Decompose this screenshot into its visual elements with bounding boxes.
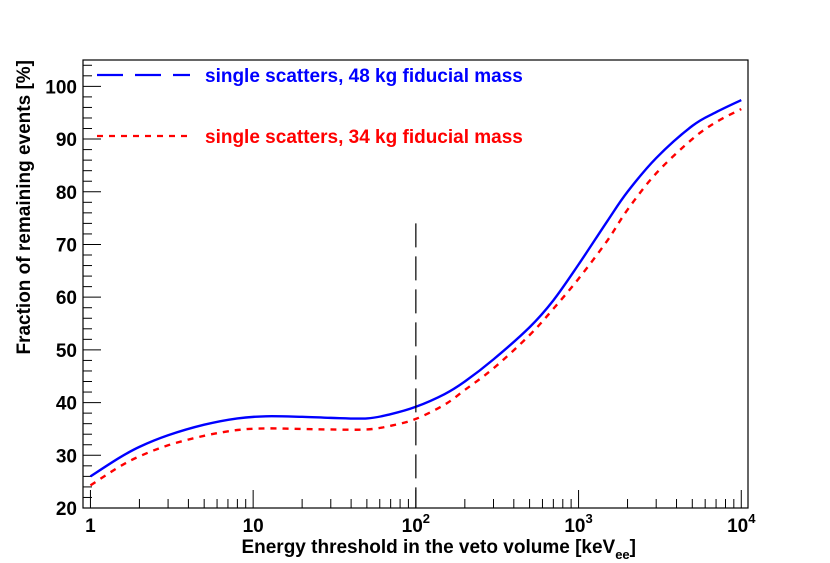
y-tick-label: 40	[56, 394, 77, 415]
x-tick-label-base: 10	[243, 516, 264, 537]
x-tick-label-base: 10	[402, 516, 423, 537]
y-tick-label: 70	[56, 235, 77, 256]
x-tick-label-base: 10	[727, 516, 748, 537]
legend: single scatters, 48 kg fiducial mass sin…	[97, 66, 523, 148]
x-tick-label: 10	[243, 516, 264, 537]
y-tick-label: 60	[56, 288, 77, 309]
y-tick-label: 80	[56, 183, 77, 204]
x-axis-title-main: Energy threshold in the veto volume [keV	[241, 537, 615, 558]
x-axis-title-subscript: ee	[615, 547, 629, 562]
x-axis-title: Energy threshold in the veto volume [keV…	[241, 537, 636, 562]
y-tick-label: 100	[45, 77, 77, 98]
y-tick-label: 50	[56, 341, 77, 362]
series-line-34kg	[89, 107, 742, 487]
x-tick-label-exponent: 2	[423, 511, 430, 526]
x-tick-label: 102	[402, 511, 430, 537]
x-tick-label-exponent: 4	[748, 511, 756, 526]
y-tick-label: 20	[56, 499, 77, 520]
legend-label-48kg: single scatters, 48 kg fiducial mass	[205, 66, 523, 87]
x-tick-label: 1	[85, 516, 96, 537]
y-axis-title: Fraction of remaining events [%]	[14, 60, 35, 355]
y-tick-label: 90	[56, 130, 77, 151]
x-tick-label: 104	[727, 511, 756, 537]
x-axis-title-suffix: ]	[630, 537, 636, 558]
y-axis-ticks: 20 30 40 50 60 70 80 90 100	[45, 64, 101, 520]
x-axis-ticks: 1 10 102 103 104	[85, 490, 756, 537]
y-tick-label: 30	[56, 446, 77, 467]
series-layer	[89, 98, 742, 487]
x-tick-label: 103	[564, 511, 592, 537]
x-tick-label-exponent: 3	[586, 511, 593, 526]
legend-label-34kg: single scatters, 34 kg fiducial mass	[205, 127, 523, 148]
series-line-48kg	[89, 98, 742, 478]
x-tick-label-base: 1	[85, 516, 96, 537]
x-tick-label-base: 10	[564, 516, 585, 537]
